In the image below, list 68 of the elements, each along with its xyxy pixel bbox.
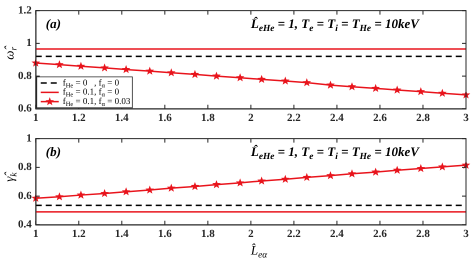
point	[281, 76, 290, 85]
x-tick-label: 1.8	[200, 112, 216, 124]
point	[236, 178, 244, 186]
x-tick-label: 1.6	[158, 112, 172, 124]
point	[145, 186, 154, 194]
point	[167, 68, 176, 76]
x-tick-label: 2	[248, 112, 254, 124]
y-axis-title: γ̂k	[1, 172, 20, 182]
y-tick-label: 1	[26, 37, 32, 50]
point	[122, 187, 130, 196]
annotation: (a)	[46, 16, 61, 31]
x-tick-label: 2.6	[373, 112, 388, 124]
x-tick-label: 2	[248, 228, 254, 240]
x-tick-label: 2.4	[330, 112, 344, 124]
x-tick-label: 1.8	[200, 228, 216, 240]
point	[212, 72, 221, 80]
y-tick-label: 1.2	[18, 4, 32, 16]
x-tick-label: 1.4	[114, 112, 130, 124]
y-tick-label: 0.6	[18, 102, 32, 115]
point	[326, 80, 335, 89]
y-tick-label: 0.4	[18, 218, 32, 231]
point	[100, 63, 109, 72]
point	[76, 62, 86, 70]
point	[416, 164, 426, 172]
y-tick-label: 1	[26, 132, 32, 144]
point	[167, 184, 176, 192]
y-tick-label: 0.8	[18, 70, 32, 82]
point	[348, 169, 356, 178]
x-tick-label: 2.6	[373, 228, 388, 240]
point	[190, 182, 200, 190]
point	[326, 171, 335, 180]
point	[392, 166, 402, 174]
point	[55, 60, 64, 68]
point	[302, 172, 312, 182]
point	[302, 78, 312, 86]
point	[392, 85, 402, 94]
x-tick-label: 2.2	[287, 112, 302, 124]
point	[122, 65, 130, 74]
x-tick-label: 2.4	[330, 228, 344, 240]
x-tick-label: 1.4	[114, 228, 130, 240]
x-tick-label: 3	[463, 228, 470, 240]
point	[145, 66, 154, 75]
point	[438, 162, 447, 171]
point	[348, 82, 356, 90]
point	[257, 176, 266, 185]
point	[55, 192, 64, 200]
point	[371, 84, 380, 92]
point	[281, 174, 290, 183]
annotation: (b)	[46, 144, 61, 159]
point	[76, 190, 86, 199]
point	[416, 87, 426, 96]
y-tick-label: 0.6	[18, 190, 32, 202]
point	[100, 188, 109, 198]
point	[190, 70, 200, 78]
y-tick-label: 0.8	[18, 161, 32, 174]
point	[212, 180, 221, 188]
point	[257, 74, 266, 83]
x-tick-label: 1.6	[158, 228, 172, 240]
x-tick-label: 1.2	[72, 228, 86, 240]
x-tick-label: 1.2	[72, 112, 86, 124]
x-tick-label: 2.8	[416, 112, 430, 124]
point	[438, 88, 447, 97]
y-axis-title: ω̂r	[1, 46, 20, 60]
x-tick-label: 3	[463, 112, 470, 124]
x-tick-label: 2.8	[416, 228, 430, 240]
point	[371, 168, 380, 176]
point	[236, 73, 244, 82]
x-tick-label: 2.2	[287, 228, 302, 240]
